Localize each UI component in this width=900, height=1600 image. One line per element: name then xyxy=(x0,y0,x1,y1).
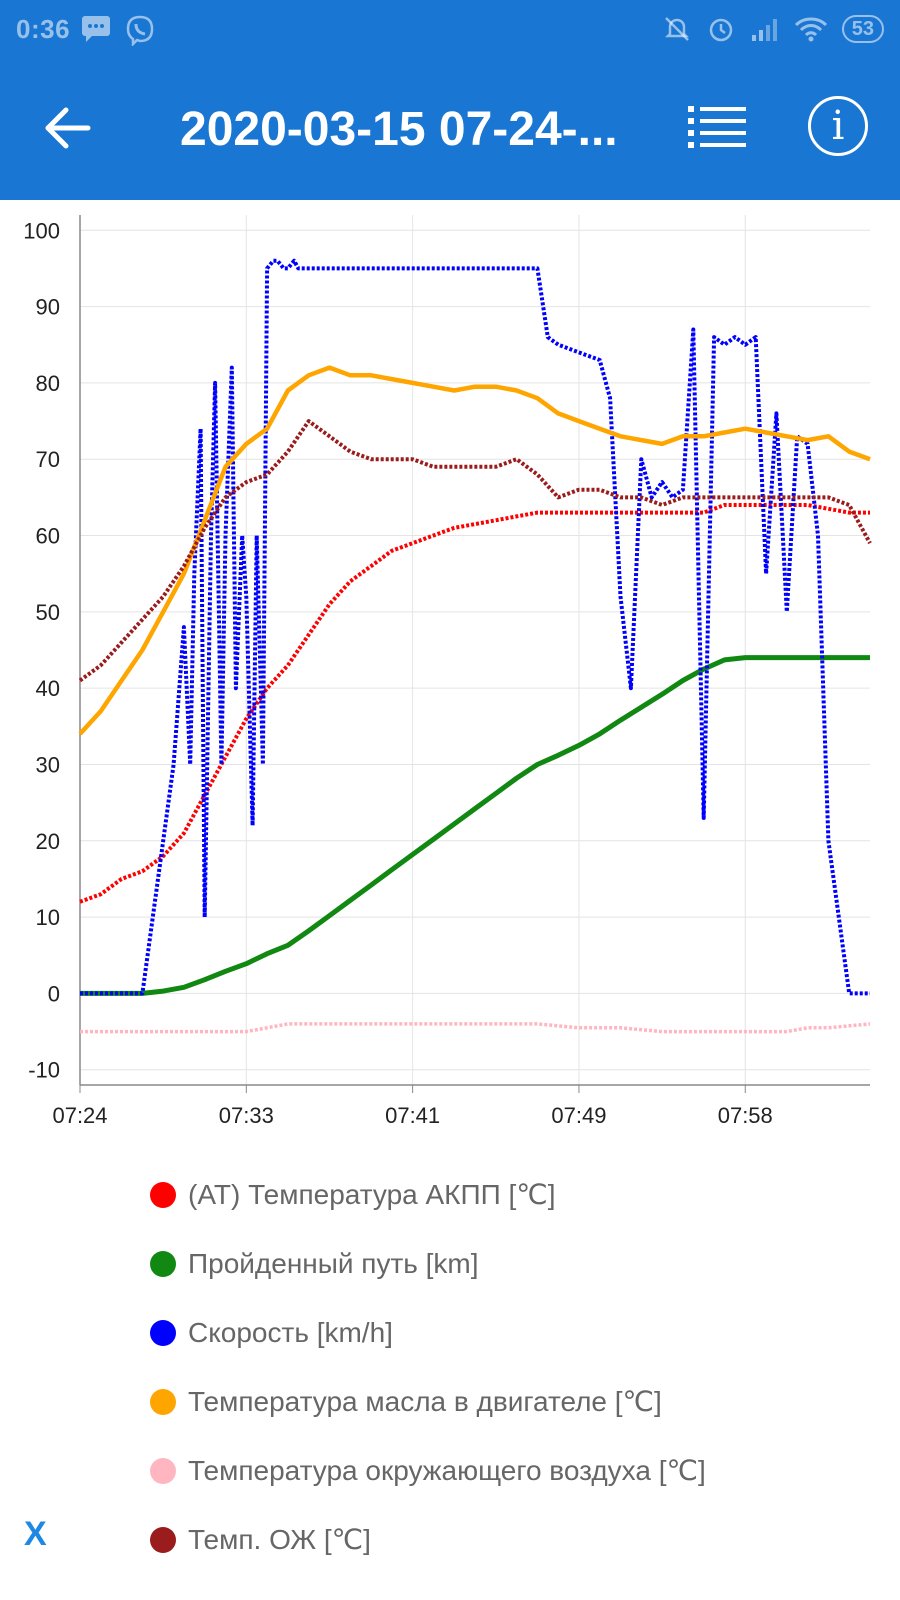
legend-label: Температура окружающего воздуха [℃] xyxy=(188,1455,706,1486)
legend-dot-icon xyxy=(150,1526,176,1553)
legend-dot-icon xyxy=(150,1319,176,1346)
y-tick-label: 30 xyxy=(36,752,60,777)
info-icon: i xyxy=(831,103,845,149)
legend-item-coolant-temp[interactable]: Темп. ОЖ [℃] xyxy=(150,1505,890,1574)
status-left-icons xyxy=(80,14,156,46)
legend-label: Темп. ОЖ [℃] xyxy=(188,1524,371,1555)
legend-dot-icon xyxy=(150,1388,176,1415)
legend-dot-icon xyxy=(150,1457,176,1484)
mute-icon xyxy=(664,17,689,41)
status-right-icons: 53 xyxy=(662,14,884,44)
y-tick-label: 10 xyxy=(36,905,60,930)
series-oil-temp xyxy=(78,365,871,736)
y-tick-label: 80 xyxy=(36,371,60,396)
x-tick-label: 07:49 xyxy=(551,1103,606,1128)
legend-item-oil-temp[interactable]: Температура масла в двигателе [℃] xyxy=(150,1367,890,1436)
series-coolant-temp xyxy=(78,419,872,683)
close-legend-button[interactable]: X xyxy=(24,1515,47,1553)
legend-dot-icon xyxy=(150,1181,176,1208)
legend-item-ambient-temp[interactable]: Температура окружающего воздуха [℃] xyxy=(150,1436,890,1505)
legend-label: Скорость [km/h] xyxy=(188,1316,393,1348)
signal-icon xyxy=(751,19,777,41)
app-bar: 2020-03-15 07-24-... i xyxy=(0,60,900,200)
series-ambient-temp xyxy=(80,1022,871,1034)
y-tick-label: -10 xyxy=(28,1058,60,1083)
x-tick-label: 07:41 xyxy=(385,1103,440,1128)
list-icon xyxy=(688,106,746,148)
y-tick-label: 50 xyxy=(36,600,60,625)
back-button[interactable] xyxy=(40,100,96,156)
y-tick-label: 0 xyxy=(48,981,60,1006)
series-at-temp xyxy=(79,503,870,904)
y-tick-label: 60 xyxy=(36,524,60,549)
x-tick-label: 07:58 xyxy=(718,1103,773,1128)
status-time: 0:36 xyxy=(16,14,71,44)
legend-item-at-temp[interactable]: (AT) Температура АКПП [℃] xyxy=(150,1160,890,1229)
series-speed xyxy=(80,258,870,996)
y-tick-label: 20 xyxy=(36,829,60,854)
legend-label: (AT) Температура АКПП [℃] xyxy=(188,1179,556,1210)
chart-legend: (AT) Температура АКПП [℃] Пройденный пут… xyxy=(150,1160,890,1574)
list-button[interactable] xyxy=(686,100,750,156)
status-bar: 0:36 53 xyxy=(0,0,900,60)
wifi-icon xyxy=(794,17,827,42)
alarm-icon xyxy=(709,18,732,42)
legend-item-speed[interactable]: Скорость [km/h] xyxy=(150,1298,890,1367)
battery-indicator: 53 xyxy=(841,15,884,43)
page-title: 2020-03-15 07-24-... xyxy=(180,103,618,156)
y-tick-label: 70 xyxy=(36,447,60,472)
legend-item-distance[interactable]: Пройденный путь [km] xyxy=(150,1229,890,1298)
legend-label: Пройденный путь [km] xyxy=(188,1247,479,1279)
chart-area: 100 90 80 70 60 50 40 30 20 10 0 -10 07:24 07:33 07:41… xyxy=(0,200,900,1160)
viber-icon xyxy=(126,15,154,46)
legend-dot-icon xyxy=(150,1250,176,1277)
y-tick-label: 90 xyxy=(36,295,60,320)
x-tick-label: 07:24 xyxy=(52,1103,107,1128)
x-tick-label: 07:33 xyxy=(219,1103,274,1128)
info-button[interactable]: i xyxy=(808,96,868,156)
arrow-left-icon xyxy=(45,107,91,149)
y-tick-label: 100 xyxy=(23,218,60,243)
message-icon xyxy=(82,16,110,42)
y-tick-label: 40 xyxy=(36,676,60,701)
legend-label: Температура масла в двигателе [℃] xyxy=(188,1386,662,1417)
series-distance xyxy=(80,655,870,996)
